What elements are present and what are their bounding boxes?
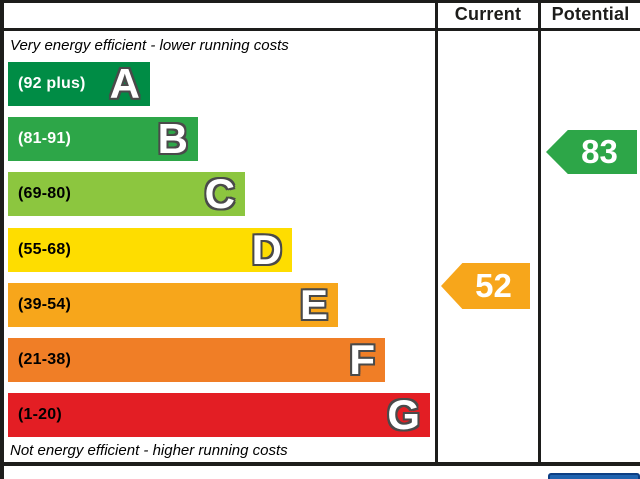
caption-not-efficient: Not energy efficient - higher running co… — [10, 442, 288, 459]
bottom-divider — [0, 462, 640, 466]
band-range-label: (39-54) — [18, 295, 71, 313]
border-left — [0, 0, 4, 479]
header-divider — [0, 28, 640, 31]
current-column-divider — [435, 0, 438, 466]
band-letter: B — [157, 115, 188, 163]
band-row-e: (39-54) E — [8, 280, 338, 328]
band-letter: E — [299, 280, 328, 328]
border-top — [0, 0, 640, 3]
potential-column-divider — [538, 0, 541, 466]
band-letter: A — [109, 60, 140, 107]
band-range-label: (55-68) — [18, 240, 71, 258]
band-row-g: (1-20) G — [8, 391, 430, 439]
band-range-label: (21-38) — [18, 351, 71, 368]
current-rating-arrow: 52 — [441, 263, 530, 309]
band-row-c: (69-80) C — [8, 170, 245, 218]
current-rating-value: 52 — [475, 267, 512, 304]
potential-rating-arrow: 83 — [546, 130, 637, 174]
band-letter: C — [204, 170, 235, 218]
band-row-a: (92 plus) A — [8, 62, 150, 106]
band-row-f: (21-38) F — [8, 338, 385, 382]
band-row-b: (81-91) B — [8, 115, 198, 163]
band-range-label: (69-80) — [18, 185, 71, 203]
current-column-header: Current — [454, 4, 522, 24]
potential-rating-value: 83 — [581, 133, 618, 170]
band-range-label: (1-20) — [18, 406, 62, 424]
potential-column-header: Potential — [551, 4, 630, 24]
band-letter: F — [349, 336, 375, 383]
caption-very-efficient: Very energy efficient - lower running co… — [10, 37, 289, 54]
band-range-label: (81-91) — [18, 130, 71, 148]
bottom-partial-box — [548, 473, 640, 479]
band-letter: G — [387, 391, 420, 439]
band-row-d: (55-68) D — [8, 225, 292, 273]
band-range-label: (92 plus) — [18, 75, 86, 92]
band-letter: D — [251, 225, 282, 273]
